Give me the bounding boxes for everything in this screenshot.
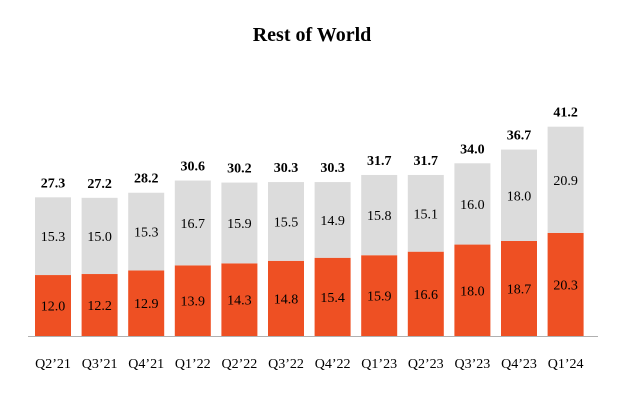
- data-label-top: 20.9: [553, 174, 578, 189]
- bar-segment-top: [314, 182, 351, 258]
- x-tick-label: Q2’23: [408, 357, 444, 372]
- data-label-top: 14.9: [320, 214, 345, 229]
- data-label-top: 18.0: [507, 189, 532, 204]
- bar-segment-top: [407, 174, 444, 252]
- bar-segment-top: [128, 192, 165, 271]
- bar-segment-top: [81, 197, 118, 275]
- bar-segment-top: [501, 149, 537, 242]
- bar-segment-bottom: [128, 270, 165, 336]
- bar-segment-bottom: [407, 251, 444, 336]
- data-label-bottom: 14.3: [227, 294, 252, 309]
- data-label-bottom: 13.9: [181, 295, 206, 310]
- data-label-total: 36.7: [507, 129, 532, 144]
- bar-segment-top: [361, 174, 398, 256]
- data-label-bottom: 15.9: [367, 290, 392, 305]
- x-tick-label: Q4’23: [501, 357, 537, 372]
- data-label-bottom: 12.0: [41, 300, 66, 315]
- data-label-top: 15.3: [134, 226, 159, 241]
- data-label-bottom: 18.7: [507, 283, 532, 298]
- data-label-bottom: 16.6: [414, 288, 439, 303]
- data-label-top: 15.5: [274, 215, 299, 230]
- bar-segment-top: [268, 182, 304, 261]
- bar-segment-bottom: [35, 275, 71, 336]
- bar-segment-bottom: [501, 241, 537, 336]
- x-tick-label: Q1’24: [548, 357, 584, 372]
- data-label-total: 30.2: [227, 162, 252, 177]
- data-label-total: 30.3: [320, 161, 345, 176]
- data-label-total: 27.3: [41, 176, 66, 191]
- chart-title: Rest of World: [252, 24, 372, 46]
- data-label-total: 31.7: [367, 154, 392, 169]
- data-label-total: 41.2: [553, 106, 578, 121]
- data-label-top: 15.9: [227, 217, 252, 232]
- data-label-bottom: 18.0: [460, 284, 485, 299]
- data-label-total: 31.7: [414, 154, 439, 169]
- x-tick-label: Q3’22: [268, 357, 304, 372]
- data-label-top: 15.0: [87, 230, 112, 245]
- bar-segment-bottom: [174, 265, 211, 336]
- data-label-bottom: 12.2: [87, 299, 112, 314]
- x-tick-label: Q3’21: [82, 357, 118, 372]
- bar-segment-bottom: [454, 244, 491, 336]
- bar-segment-top: [221, 182, 258, 264]
- bar-segment-bottom: [81, 274, 118, 336]
- data-label-bottom: 14.8: [274, 292, 299, 307]
- data-label-bottom: 15.4: [320, 291, 345, 306]
- bar-segment-bottom: [268, 260, 304, 336]
- x-tick-label: Q2’21: [35, 357, 71, 372]
- data-label-total: 34.0: [460, 142, 485, 157]
- data-label-total: 30.3: [274, 161, 299, 176]
- data-label-total: 30.6: [181, 160, 206, 175]
- bar-segment-bottom: [361, 255, 398, 336]
- bar-segment-top: [454, 163, 491, 245]
- bar-segment-bottom: [547, 232, 584, 336]
- data-label-total: 28.2: [134, 172, 159, 187]
- data-label-bottom: 12.9: [134, 297, 159, 312]
- data-label-total: 27.2: [87, 177, 112, 192]
- bar-segment-bottom: [221, 263, 258, 336]
- bar-segment-top: [35, 197, 71, 276]
- bar-segment-bottom: [314, 257, 351, 336]
- data-label-top: 15.3: [41, 230, 66, 245]
- x-tick-label: Q1’23: [361, 357, 397, 372]
- data-label-bottom: 20.3: [553, 278, 578, 293]
- data-label-top: 15.1: [414, 207, 439, 222]
- data-label-top: 15.8: [367, 209, 392, 224]
- x-tick-label: Q3’23: [455, 357, 491, 372]
- data-label-top: 16.7: [181, 217, 206, 232]
- x-tick-label: Q4’21: [128, 357, 164, 372]
- data-label-top: 16.0: [460, 198, 485, 213]
- bar-segment-top: [547, 126, 584, 233]
- x-tick-label: Q2’22: [222, 357, 258, 372]
- bar-segment-top: [174, 180, 211, 266]
- x-tick-label: Q1’22: [175, 357, 211, 372]
- x-tick-label: Q4’22: [315, 357, 351, 372]
